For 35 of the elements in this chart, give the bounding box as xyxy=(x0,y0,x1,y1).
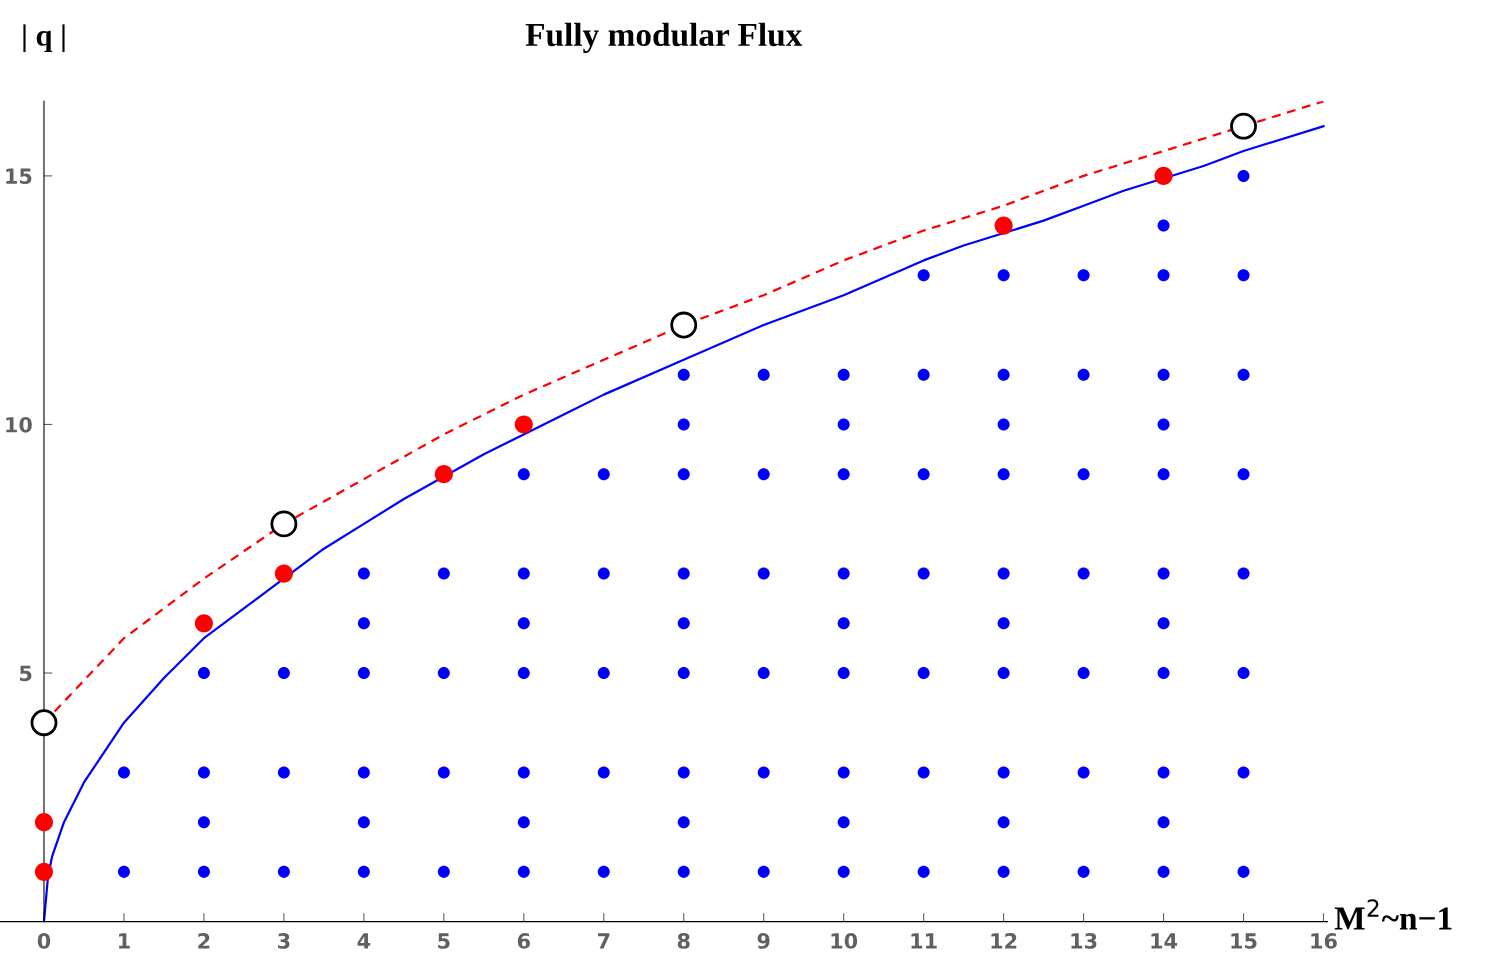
x-tick-label: 1 xyxy=(119,933,130,949)
y-tick-label: 15 xyxy=(6,168,32,185)
point xyxy=(34,862,54,881)
x-tick-label: 2 xyxy=(198,933,210,949)
x-tick-label: 6 xyxy=(517,933,530,949)
y-tick-label: 5 xyxy=(19,665,32,682)
point xyxy=(270,510,298,538)
point xyxy=(1230,112,1257,140)
x-tick-label: 0 xyxy=(37,933,51,949)
x-tick-label: 16 xyxy=(1311,933,1337,949)
x-tick-label: 15 xyxy=(1231,933,1257,949)
x-tick-label: 5 xyxy=(438,933,450,949)
point xyxy=(30,709,58,737)
x-tick-label: 9 xyxy=(757,933,770,949)
point xyxy=(514,415,533,434)
point xyxy=(34,813,54,832)
chart-title: Fully modular Flux xyxy=(525,22,803,53)
x-tick-label: 11 xyxy=(911,933,937,949)
point xyxy=(994,216,1013,235)
x-tick-label: 7 xyxy=(597,933,610,949)
x-axis-title: M$^{2}$~n−1 xyxy=(1334,899,1452,930)
point xyxy=(670,311,698,339)
x-tick-label: 8 xyxy=(677,933,690,949)
x-tick-label: 3 xyxy=(278,933,290,949)
y-tick-label: 10 xyxy=(6,416,32,433)
x-tick-label: 12 xyxy=(991,933,1017,949)
x-tick-label: 4 xyxy=(357,933,371,949)
point xyxy=(194,614,213,633)
point xyxy=(274,564,293,583)
y-axis-title: | q | xyxy=(23,24,65,53)
x-tick-label: 14 xyxy=(1151,933,1178,949)
x-tick-label: 13 xyxy=(1071,933,1097,949)
point xyxy=(434,465,453,484)
x-tick-label: 10 xyxy=(831,933,858,949)
point xyxy=(1154,166,1173,185)
